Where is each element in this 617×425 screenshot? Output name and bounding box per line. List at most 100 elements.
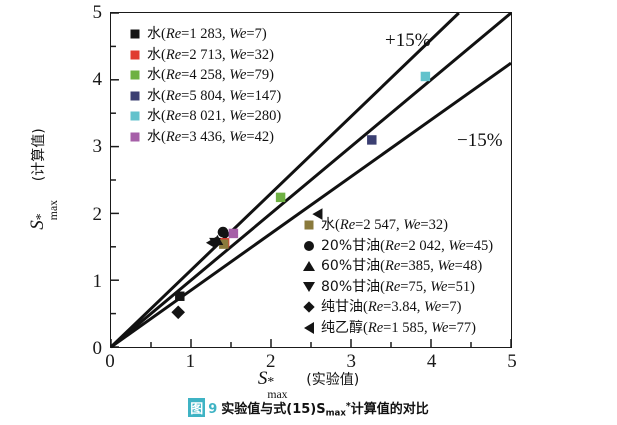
legend-re-value: =3 436, xyxy=(181,128,230,145)
x-tick-label: 1 xyxy=(185,351,196,372)
legend-item[interactable]: 水(Re=2 547, We=32) xyxy=(300,215,493,236)
legend-paren-open: ( xyxy=(161,108,166,124)
legend-re-symbol: Re xyxy=(339,217,356,233)
legend-re-value: =1 283, xyxy=(181,26,230,42)
data-point xyxy=(367,135,377,145)
legend-marker-circle xyxy=(300,239,318,253)
legend-marker-square xyxy=(126,89,144,103)
legend-item[interactable]: 20%甘油(Re=2 042, We=45) xyxy=(300,236,493,257)
y-tick-label: 3 xyxy=(92,136,103,158)
legend-paren-open: ( xyxy=(161,67,166,83)
legend-re-value: =5 804, xyxy=(181,87,230,104)
x-axis-title: S * max (实验值) xyxy=(0,368,617,401)
legend-we-value: =32) xyxy=(246,46,274,63)
legend-we-value: =45) xyxy=(465,237,494,254)
legend-paren-open: ( xyxy=(161,87,166,104)
y-axis-title: S * max (计算值) xyxy=(27,89,60,269)
legend-re-symbol: Re xyxy=(367,319,384,336)
legend-we-value: =280) xyxy=(246,108,282,124)
x-tick-label: 3 xyxy=(346,351,356,372)
figure-caption: 图 9 实验值与式(15)Smax*计算值的对比 xyxy=(0,398,617,418)
legend-item-label: 水(Re=8 021, We=280) xyxy=(147,109,281,124)
legend-paren-open: ( xyxy=(380,258,385,274)
legend-paren-open: ( xyxy=(161,128,166,145)
caption-subscript: max xyxy=(325,408,346,419)
legend-item[interactable]: 水(Re=1 283, We=7) xyxy=(126,24,281,45)
legend-fluid-name: 水 xyxy=(321,217,335,233)
data-point xyxy=(275,192,286,203)
legend-marker-square xyxy=(126,68,144,82)
legend-item-label: 水(Re=3 436, We=42) xyxy=(147,128,274,145)
legend-re-symbol: Re xyxy=(384,237,401,254)
legend-re-symbol: Re xyxy=(165,128,182,145)
legend-re-value: =8 021, xyxy=(181,108,230,124)
legend-item-label: 水(Re=1 283, We=7) xyxy=(147,27,267,42)
legend-marker-diamond xyxy=(300,300,318,314)
legend-paren-open: ( xyxy=(380,237,385,254)
legend-fluid-name: 水 xyxy=(147,46,161,63)
legend-fluid-name: 60%甘油 xyxy=(321,258,381,274)
legend-we-symbol: We xyxy=(431,319,449,336)
legend-item-label: 纯乙醇(Re=1 585, We=77) xyxy=(321,319,476,336)
legend-item[interactable]: 水(Re=3 436, We=42) xyxy=(126,127,281,148)
legend-marker-triangle-left xyxy=(300,321,318,335)
legend-re-symbol: Re xyxy=(384,258,401,274)
legend-re-symbol: Re xyxy=(165,46,182,63)
y-tick-label: 0 xyxy=(92,338,103,359)
legend-fluid-name: 20%甘油 xyxy=(321,237,381,254)
legend-item[interactable]: 水(Re=4 258, We=79) xyxy=(126,65,281,86)
legend-paren-open: ( xyxy=(363,299,368,315)
legend-fluid-name: 水 xyxy=(147,67,161,83)
legend-marker-square xyxy=(126,109,144,123)
legend-item-label: 水(Re=2 547, We=32) xyxy=(321,218,448,233)
x-title-subscript: max xyxy=(267,387,288,401)
legend-re-value: =2 713, xyxy=(181,46,230,63)
legend-item[interactable]: 纯甘油(Re=3.84, We=7) xyxy=(300,297,493,318)
plus-15-percent-label: +15% xyxy=(385,30,431,51)
data-point xyxy=(217,226,229,238)
legend-fluid-name: 水 xyxy=(147,87,161,104)
y-title-suffix: (计算值) xyxy=(31,128,47,182)
legend-fluid-name: 纯甘油 xyxy=(321,299,363,315)
legend-item[interactable]: 80%甘油(Re=75, We=51) xyxy=(300,277,493,298)
legend-we-value: =79) xyxy=(246,67,274,83)
legend-item[interactable]: 水(Re=5 804, We=147) xyxy=(126,86,281,107)
caption-text-after: 计算值的对比 xyxy=(350,402,429,417)
y-title-subscript: max xyxy=(46,199,60,221)
legend-we-symbol: We xyxy=(403,217,421,233)
legend-item[interactable]: 水(Re=2 713, We=32) xyxy=(126,45,281,66)
legend-we-value: =51) xyxy=(447,278,475,295)
legend-we-symbol: We xyxy=(229,108,247,124)
legend-re-symbol: Re xyxy=(165,67,182,83)
caption-badge: 图 xyxy=(188,398,206,417)
legend-re-symbol: Re xyxy=(165,108,182,124)
legend-we-symbol: We xyxy=(229,26,247,42)
legend-we-symbol: We xyxy=(430,278,448,295)
legend-re-value: =1 585, xyxy=(383,319,432,336)
legend-item-label: 水(Re=2 713, We=32) xyxy=(147,46,274,63)
y-tick-label: 1 xyxy=(92,270,103,292)
legend-re-value: =385, xyxy=(400,258,438,274)
x-title-star: * xyxy=(267,374,275,390)
legend-fluid-name: 水 xyxy=(147,26,161,42)
data-markers xyxy=(171,71,431,320)
data-point xyxy=(175,291,185,301)
x-title-symbol: S xyxy=(257,368,268,389)
legend-item[interactable]: 60%甘油(Re=385, We=48) xyxy=(300,256,493,277)
legend-item-label: 水(Re=5 804, We=147) xyxy=(147,87,281,104)
legend-marker-triangle-up xyxy=(300,259,318,273)
legend-item[interactable]: 水(Re=8 021, We=280) xyxy=(126,106,281,127)
plot-svg xyxy=(109,11,512,349)
legend-item[interactable]: 纯乙醇(Re=1 585, We=77) xyxy=(300,318,493,339)
legend-we-value: =77) xyxy=(448,319,476,336)
legend-we-symbol: We xyxy=(423,299,442,315)
legend-re-value: =75, xyxy=(400,278,431,295)
axis-ticks xyxy=(110,12,512,348)
y-tick-label: 4 xyxy=(92,69,103,91)
data-point xyxy=(219,239,229,249)
data-point xyxy=(171,305,186,320)
legend-re-value: =2 547, xyxy=(355,217,404,233)
legend-we-symbol: We xyxy=(448,237,466,254)
data-point xyxy=(420,71,431,82)
legend-we-value: =42) xyxy=(246,128,274,145)
